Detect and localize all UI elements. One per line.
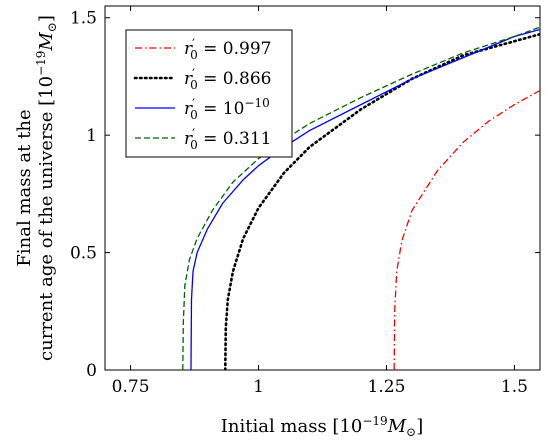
x-tick-label: 1.25: [368, 377, 406, 397]
series-layer: [182, 26, 540, 370]
legend: r′ 0 = 0.997 r′ 0 = 0.866 r′ 0 = 10−10 r′ 0 = 0…: [125, 29, 293, 158]
y-tick-label: 0: [86, 361, 97, 381]
y-tick-label: 1: [86, 126, 97, 146]
series-line-0: [393, 89, 540, 370]
x-tick-label: 1.5: [501, 377, 528, 397]
legend-label-1: r′ 0 = 0.866: [184, 67, 271, 92]
legend-entries: r′ 0 = 0.997 r′ 0 = 0.866 r′ 0 = 10−10 r′ 0 = 0…: [133, 37, 271, 152]
y-tick-label: 0.5: [70, 244, 97, 264]
series-line-3: [182, 26, 540, 370]
series-line-2: [190, 28, 540, 370]
x-tick-label: 0.75: [112, 377, 150, 397]
ticks: 0.75 1 1.25 1.5 0 0.5 1 1.5: [70, 6, 540, 397]
x-axis-label: Initial mass [10−19M⊙]: [221, 414, 423, 439]
series-line-1: [223, 32, 540, 370]
svg-text:current age of the universe [1: current age of the universe [10−19M⊙]: [34, 15, 59, 361]
legend-label-0: r′ 0 = 0.997: [184, 37, 271, 62]
y-axis-label: Final mass at the current age of the uni…: [14, 15, 59, 361]
x-tick-label: 1: [253, 377, 264, 397]
legend-label-2: r′ 0 = 10−10: [184, 96, 270, 122]
y-tick-label: 1.5: [70, 9, 97, 29]
legend-box: [125, 29, 293, 158]
legend-label-3: r′ 0 = 0.311: [184, 127, 271, 152]
svg-text:Final mass at the: Final mass at the: [14, 109, 35, 266]
